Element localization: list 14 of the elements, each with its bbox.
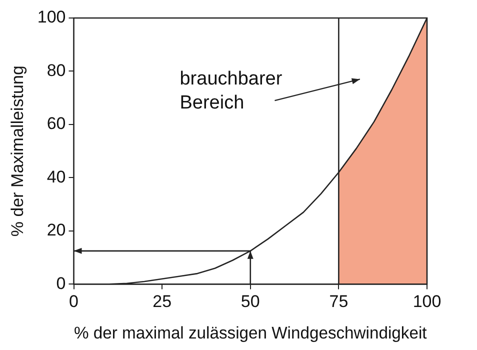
y-tick-label: 80 <box>46 60 66 80</box>
y-tick-label: 20 <box>46 220 66 240</box>
x-tick-label: 75 <box>329 292 348 312</box>
x-tick-label: 0 <box>69 292 78 312</box>
x-tick-label: 100 <box>412 292 442 312</box>
x-tick-label: 25 <box>152 292 172 312</box>
y-tick-label: 60 <box>46 114 66 134</box>
y-tick-label: 0 <box>56 274 66 293</box>
x-axis-title: % der maximal zulässigen Windgeschwindigkeit <box>74 323 428 343</box>
y-axis-title: % der Maximalleistung <box>8 66 27 237</box>
y-tick-label: 100 <box>37 8 66 27</box>
annotation: brauchbarer Bereich <box>180 68 283 114</box>
y-tick-label: 40 <box>46 167 66 186</box>
x-tick-label: 50 <box>240 292 260 312</box>
